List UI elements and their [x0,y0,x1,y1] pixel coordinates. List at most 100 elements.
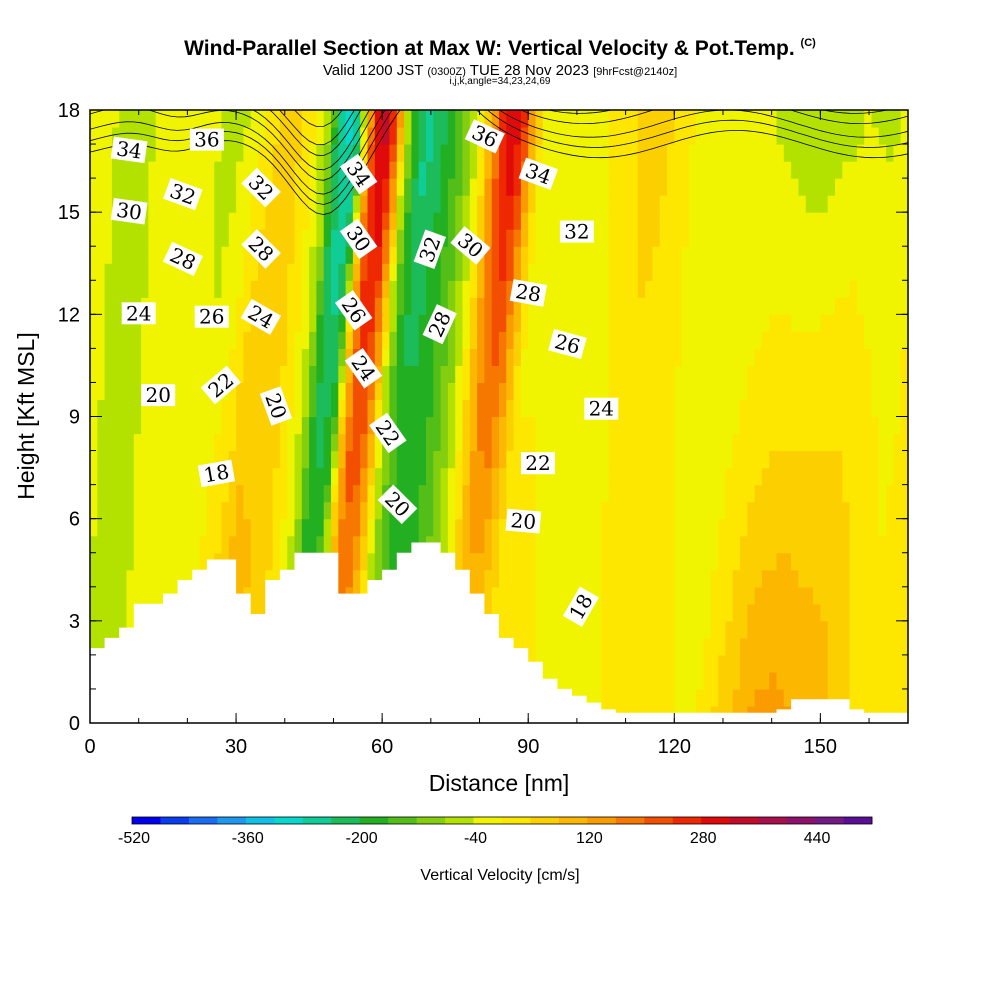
contour-label: 24 [584,397,619,421]
velocity-cell [550,433,558,452]
velocity-cell [856,297,865,315]
velocity-cell [703,535,712,554]
contour-label: 34 [110,136,148,164]
velocity-cell [440,144,449,162]
velocity-cell [878,331,887,349]
velocity-cell [615,552,624,571]
contour-label-text: 36 [194,128,219,152]
velocity-cell [141,246,149,264]
velocity-cell [900,212,908,230]
velocity-cell [411,263,420,281]
velocity-cell [681,450,690,469]
velocity-cell [133,246,142,264]
velocity-cell [440,518,449,537]
velocity-cell [119,246,128,264]
x-tick-label: 60 [371,736,393,758]
velocity-cell [601,161,610,179]
velocity-cell [469,348,478,366]
velocity-cell [557,569,566,588]
velocity-cell [703,450,712,469]
velocity-cell [696,450,705,469]
velocity-cell [126,535,135,554]
velocity-cell [265,297,274,315]
velocity-cell [718,603,726,622]
velocity-cell [747,399,756,418]
velocity-cell [593,297,602,315]
velocity-cell [893,552,902,571]
velocity-cell [294,501,303,520]
velocity-cell [813,144,821,162]
velocity-cell [309,246,317,264]
velocity-cell [265,518,274,537]
velocity-cell [564,348,573,366]
velocity-cell [856,637,865,656]
theta-contour-line [90,0,908,71]
velocity-cell [681,314,690,332]
velocity-cell [783,467,792,486]
contour-label-text: 18 [202,459,231,487]
velocity-cell [710,671,719,690]
velocity-cell [192,348,201,366]
velocity-cell [206,229,215,247]
velocity-cell [221,195,230,213]
velocity-cell [367,331,376,349]
velocity-cell [783,144,792,162]
velocity-cell [623,467,632,486]
velocity-cell [323,144,332,162]
velocity-cell [389,314,398,332]
velocity-cell [820,144,829,162]
velocity-cell [301,518,310,537]
velocity-cell [360,450,369,469]
velocity-cell [740,297,748,315]
velocity-cell [688,127,697,145]
velocity-cell [506,161,515,179]
velocity-cell [331,467,339,486]
velocity-cell [856,365,865,383]
velocity-cell [878,399,887,418]
velocity-cell [856,535,865,554]
velocity-cell [637,416,646,435]
velocity-cell [184,552,193,571]
velocity-cell [754,671,763,690]
velocity-cell [367,501,376,520]
contour-label: 24 [240,298,282,335]
velocity-cell [352,433,361,452]
velocity-cell [557,110,566,128]
velocity-cell [630,569,639,588]
velocity-cell [279,144,288,162]
velocity-cell [287,246,296,264]
velocity-cell [396,110,405,128]
velocity-cell [491,263,500,281]
velocity-cell [754,654,763,673]
velocity-cell [228,484,237,503]
velocity-cell [761,433,770,452]
velocity-cell [652,280,661,298]
velocity-cell [754,637,763,656]
velocity-cell [243,195,252,213]
velocity-cell [659,127,668,145]
velocity-cell [776,569,785,588]
velocity-cell [827,399,836,418]
velocity-cell [192,178,201,196]
velocity-cell [791,331,799,349]
velocity-cell [579,110,588,128]
velocity-cell [411,246,420,264]
velocity-cell [447,416,456,435]
velocity-cell [630,348,639,366]
velocity-cell [893,382,902,400]
velocity-cell [630,263,639,281]
contour-label-text: 30 [115,198,144,225]
velocity-cell [593,212,602,230]
velocity-cell [360,416,369,435]
velocity-cell [900,467,908,486]
velocity-cell [119,110,128,128]
velocity-cell [155,331,164,349]
velocity-cell [681,229,690,247]
velocity-cell [564,314,573,332]
velocity-cell [564,297,573,315]
x-tick-label: 0 [84,736,95,758]
velocity-cell [776,280,785,298]
velocity-cell [791,263,799,281]
velocity-cell [389,110,398,128]
velocity-cell [718,450,726,469]
